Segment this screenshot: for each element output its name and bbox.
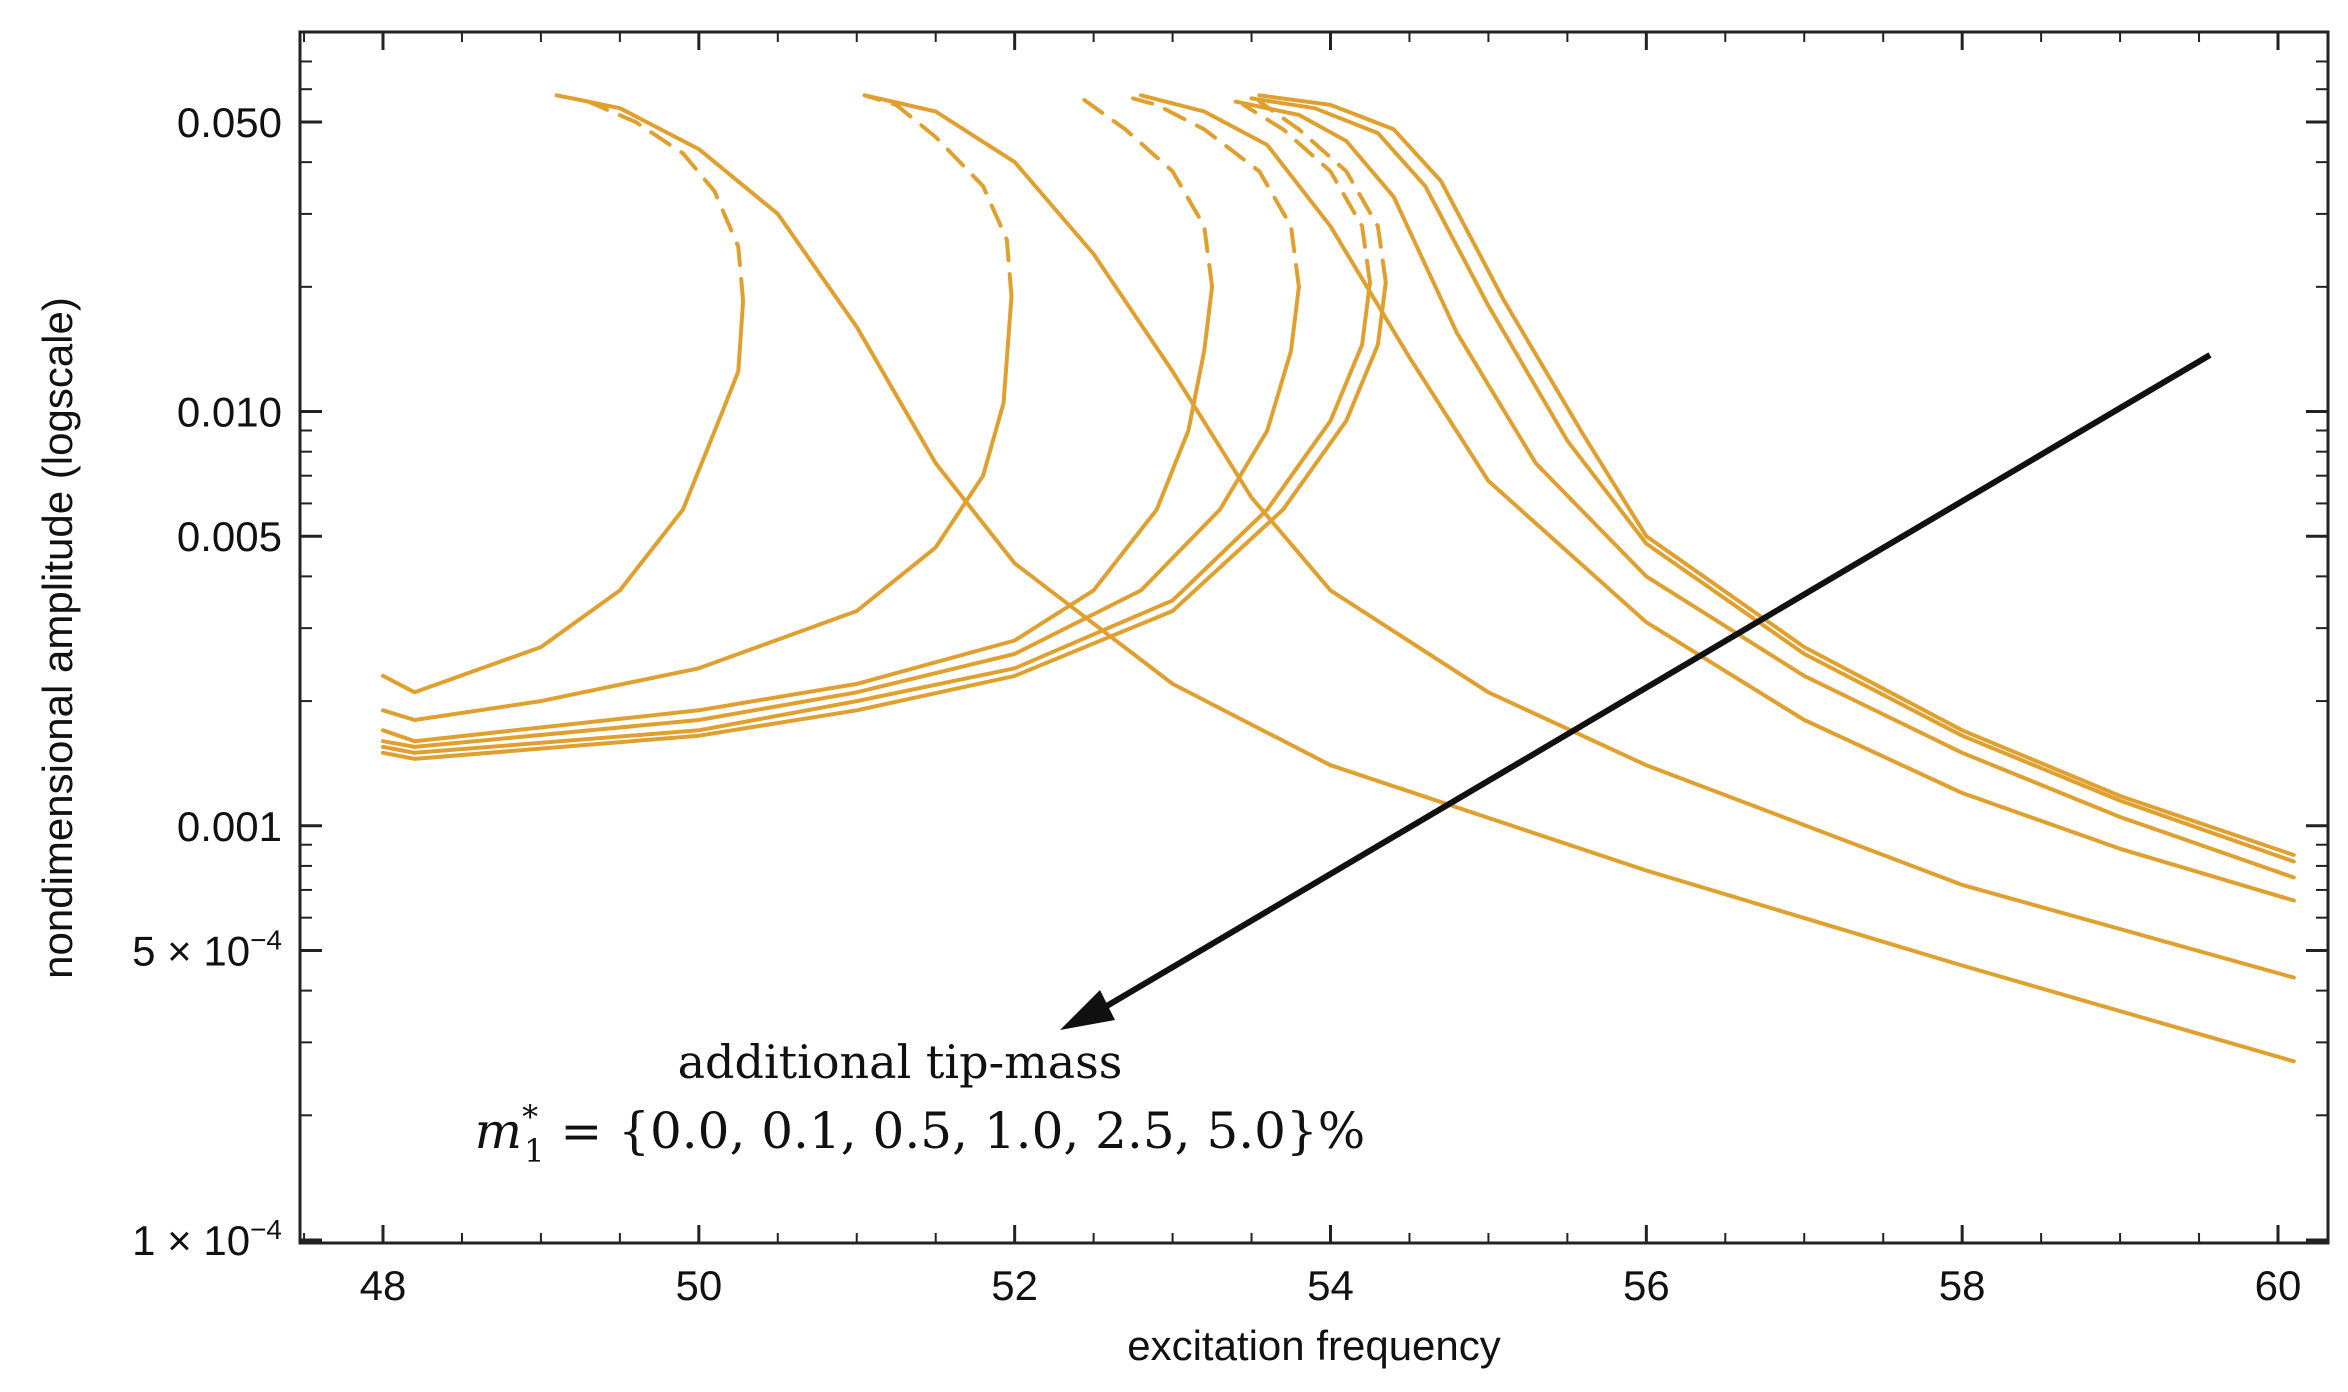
annotation-line1: additional tip-mass xyxy=(678,1035,1123,1089)
series-0-unstable-branch xyxy=(554,93,746,303)
series-0-lower-stable-branch xyxy=(381,298,746,695)
series-4-upper-stable-branch xyxy=(1249,96,2296,864)
series-3 xyxy=(381,96,2296,880)
y-tick-label-base: 1 × 10 xyxy=(132,1217,250,1264)
series-5 xyxy=(381,93,2296,857)
y-tick-label-base: 5 × 10 xyxy=(132,927,250,974)
series-1-unstable-branch xyxy=(862,93,1014,299)
series-0 xyxy=(381,93,2296,1064)
annotation-values: = {0.0, 0.1, 0.5, 1.0, 2.5, 5.0}% xyxy=(544,1102,1365,1160)
y-tick-label: 0.005 xyxy=(177,513,282,560)
y-tick-label-exp: −4 xyxy=(250,924,282,955)
x-axis-title: excitation frequency xyxy=(1127,1322,1501,1369)
annotation-sup: * xyxy=(522,1098,538,1136)
series-3-unstable-branch xyxy=(1131,96,1301,289)
series-5-upper-stable-branch xyxy=(1257,93,2296,857)
series-4 xyxy=(381,96,2296,864)
x-tick-label: 60 xyxy=(2255,1262,2302,1309)
series-2-unstable-branch xyxy=(1075,93,1215,289)
series-4-lower-stable-branch xyxy=(381,280,1372,755)
series-0-upper-stable-branch xyxy=(570,96,2296,1064)
y-tick-label: 0.001 xyxy=(177,803,282,850)
plot-frame xyxy=(298,30,2330,1245)
x-tick-label: 56 xyxy=(1623,1262,1670,1309)
annotation-m-symbol: m xyxy=(475,1102,522,1160)
x-tick-labels: 48 50 52 54 56 58 60 xyxy=(360,1262,2302,1309)
curves xyxy=(381,93,2296,1064)
x-tick-label: 52 xyxy=(991,1262,1038,1309)
y-axis-title: nondimensional amplitude (logscale) xyxy=(34,297,81,979)
x-tick-label: 54 xyxy=(1307,1262,1354,1309)
y-tick-label: 1 × 10−4 xyxy=(132,1214,282,1264)
trend-arrowhead xyxy=(1060,990,1115,1030)
series-1-upper-stable-branch xyxy=(862,93,2296,980)
series-4-unstable-branch xyxy=(1241,102,1372,285)
series-3-upper-stable-branch xyxy=(1233,99,2296,880)
series-5-unstable-branch xyxy=(1257,99,1388,285)
y-tick-label-exp: −4 xyxy=(250,1214,282,1245)
y-tick-label: 5 × 10−4 xyxy=(132,924,282,974)
trend-arrow xyxy=(1098,352,2212,1013)
annotation-line2: m* 1 = {0.0, 0.1, 0.5, 1.0, 2.5, 5.0}% xyxy=(475,1098,1366,1170)
series-2-upper-stable-branch xyxy=(1139,93,2296,903)
series-3-lower-stable-branch xyxy=(381,284,1301,749)
x-tick-label: 48 xyxy=(360,1262,407,1309)
x-tick-label: 50 xyxy=(675,1262,722,1309)
y-tick-label: 0.050 xyxy=(177,99,282,146)
tick-marks xyxy=(300,32,2328,1243)
series-2 xyxy=(381,93,2296,903)
annotation-sub: 1 xyxy=(524,1132,544,1170)
y-tick-label: 0.010 xyxy=(177,389,282,436)
series-2-lower-stable-branch xyxy=(381,284,1215,744)
series-1 xyxy=(381,93,2296,980)
x-tick-label: 58 xyxy=(1939,1262,1986,1309)
series-5-lower-stable-branch xyxy=(381,280,1388,761)
series-1-lower-stable-branch xyxy=(381,294,1014,722)
